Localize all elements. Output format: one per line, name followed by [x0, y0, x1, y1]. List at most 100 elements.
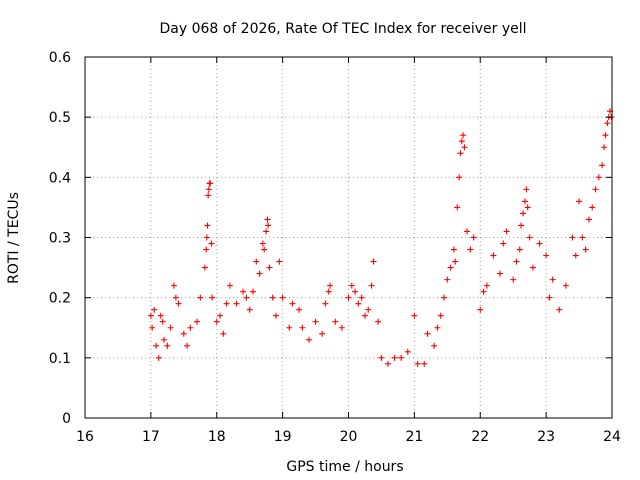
data-point: [414, 360, 421, 367]
data-point: [458, 138, 465, 145]
x-tick-label: 24: [603, 429, 621, 445]
data-point: [220, 330, 227, 337]
data-point: [207, 180, 214, 187]
data-point: [454, 204, 461, 211]
data-point: [529, 264, 536, 271]
data-point: [431, 342, 438, 349]
x-tick-label: 16: [76, 429, 94, 445]
y-tick-label: 0.5: [49, 110, 71, 126]
data-point: [157, 312, 164, 319]
data-point: [604, 120, 611, 127]
data-point: [556, 306, 563, 313]
data-point: [497, 270, 504, 277]
data-point: [477, 306, 484, 313]
data-point: [599, 162, 606, 169]
data-point: [576, 198, 583, 205]
data-point: [464, 228, 471, 235]
data-point: [289, 300, 296, 307]
data-point: [155, 354, 162, 361]
data-point: [601, 144, 608, 151]
data-point: [467, 246, 474, 253]
data-point: [391, 354, 398, 361]
data-point: [149, 324, 156, 331]
data-point: [205, 192, 212, 199]
data-point: [209, 294, 216, 301]
data-point: [522, 198, 529, 205]
data-point: [269, 294, 276, 301]
data-point: [450, 246, 457, 253]
data-point: [441, 294, 448, 301]
data-point: [549, 276, 556, 283]
data-point: [516, 246, 523, 253]
data-point: [161, 336, 168, 343]
x-tick-labels: 16 17 18 19 20 21 22 23 24: [76, 429, 621, 445]
data-point: [240, 288, 247, 295]
x-tick-label: 19: [274, 429, 292, 445]
data-point: [361, 312, 368, 319]
x-axis-label: GPS time / hours: [286, 459, 403, 475]
data-point: [480, 288, 487, 295]
y-tick-label: 0.1: [49, 351, 71, 367]
y-tick-label: 0.2: [49, 291, 71, 307]
data-point: [602, 132, 609, 139]
data-point: [276, 258, 283, 265]
data-point: [322, 300, 329, 307]
data-point: [536, 240, 543, 247]
data-point: [175, 300, 182, 307]
x-tick-label: 22: [471, 429, 489, 445]
data-point: [203, 246, 210, 253]
x-tick-label: 20: [340, 429, 358, 445]
data-point: [444, 276, 451, 283]
data-point: [338, 324, 345, 331]
data-point: [265, 222, 272, 229]
data-point: [398, 354, 405, 361]
data-point: [312, 318, 319, 325]
data-point: [460, 132, 467, 139]
y-tick-label: 0.6: [49, 50, 71, 66]
data-point: [543, 252, 550, 259]
data-point: [332, 318, 339, 325]
data-point: [217, 312, 224, 319]
data-points: [147, 108, 615, 367]
data-point: [264, 216, 271, 223]
y-tick-label: 0.4: [49, 170, 71, 186]
data-point: [193, 318, 200, 325]
data-point: [273, 312, 280, 319]
data-point: [582, 246, 589, 253]
data-point: [546, 294, 553, 301]
data-point: [243, 294, 250, 301]
data-point: [523, 186, 530, 193]
data-point: [180, 330, 187, 337]
data-point: [562, 282, 569, 289]
data-point: [296, 306, 303, 313]
x-tick-label: 17: [142, 429, 160, 445]
data-point: [365, 306, 372, 313]
data-point: [187, 324, 194, 331]
data-point: [208, 240, 215, 247]
data-point: [153, 342, 160, 349]
data-point: [569, 234, 576, 241]
y-tick-label: 0: [62, 411, 71, 427]
data-point: [457, 150, 464, 157]
data-point: [461, 144, 468, 151]
data-point: [164, 342, 171, 349]
data-point: [452, 258, 459, 265]
data-point: [223, 300, 230, 307]
data-point: [378, 354, 385, 361]
data-point: [147, 312, 154, 319]
y-axis-label: ROTI / TECUs: [6, 192, 22, 284]
data-point: [375, 318, 382, 325]
data-point: [327, 282, 334, 289]
data-point: [456, 174, 463, 181]
data-point: [299, 324, 306, 331]
data-point: [205, 186, 212, 193]
data-point: [421, 360, 428, 367]
data-point: [201, 264, 208, 271]
data-point: [370, 258, 377, 265]
data-point: [513, 258, 520, 265]
data-point: [204, 222, 211, 229]
data-point: [524, 204, 531, 211]
data-point: [279, 294, 286, 301]
y-tick-labels: 0 0.1 0.2 0.3 0.4 0.5 0.6: [49, 50, 71, 427]
